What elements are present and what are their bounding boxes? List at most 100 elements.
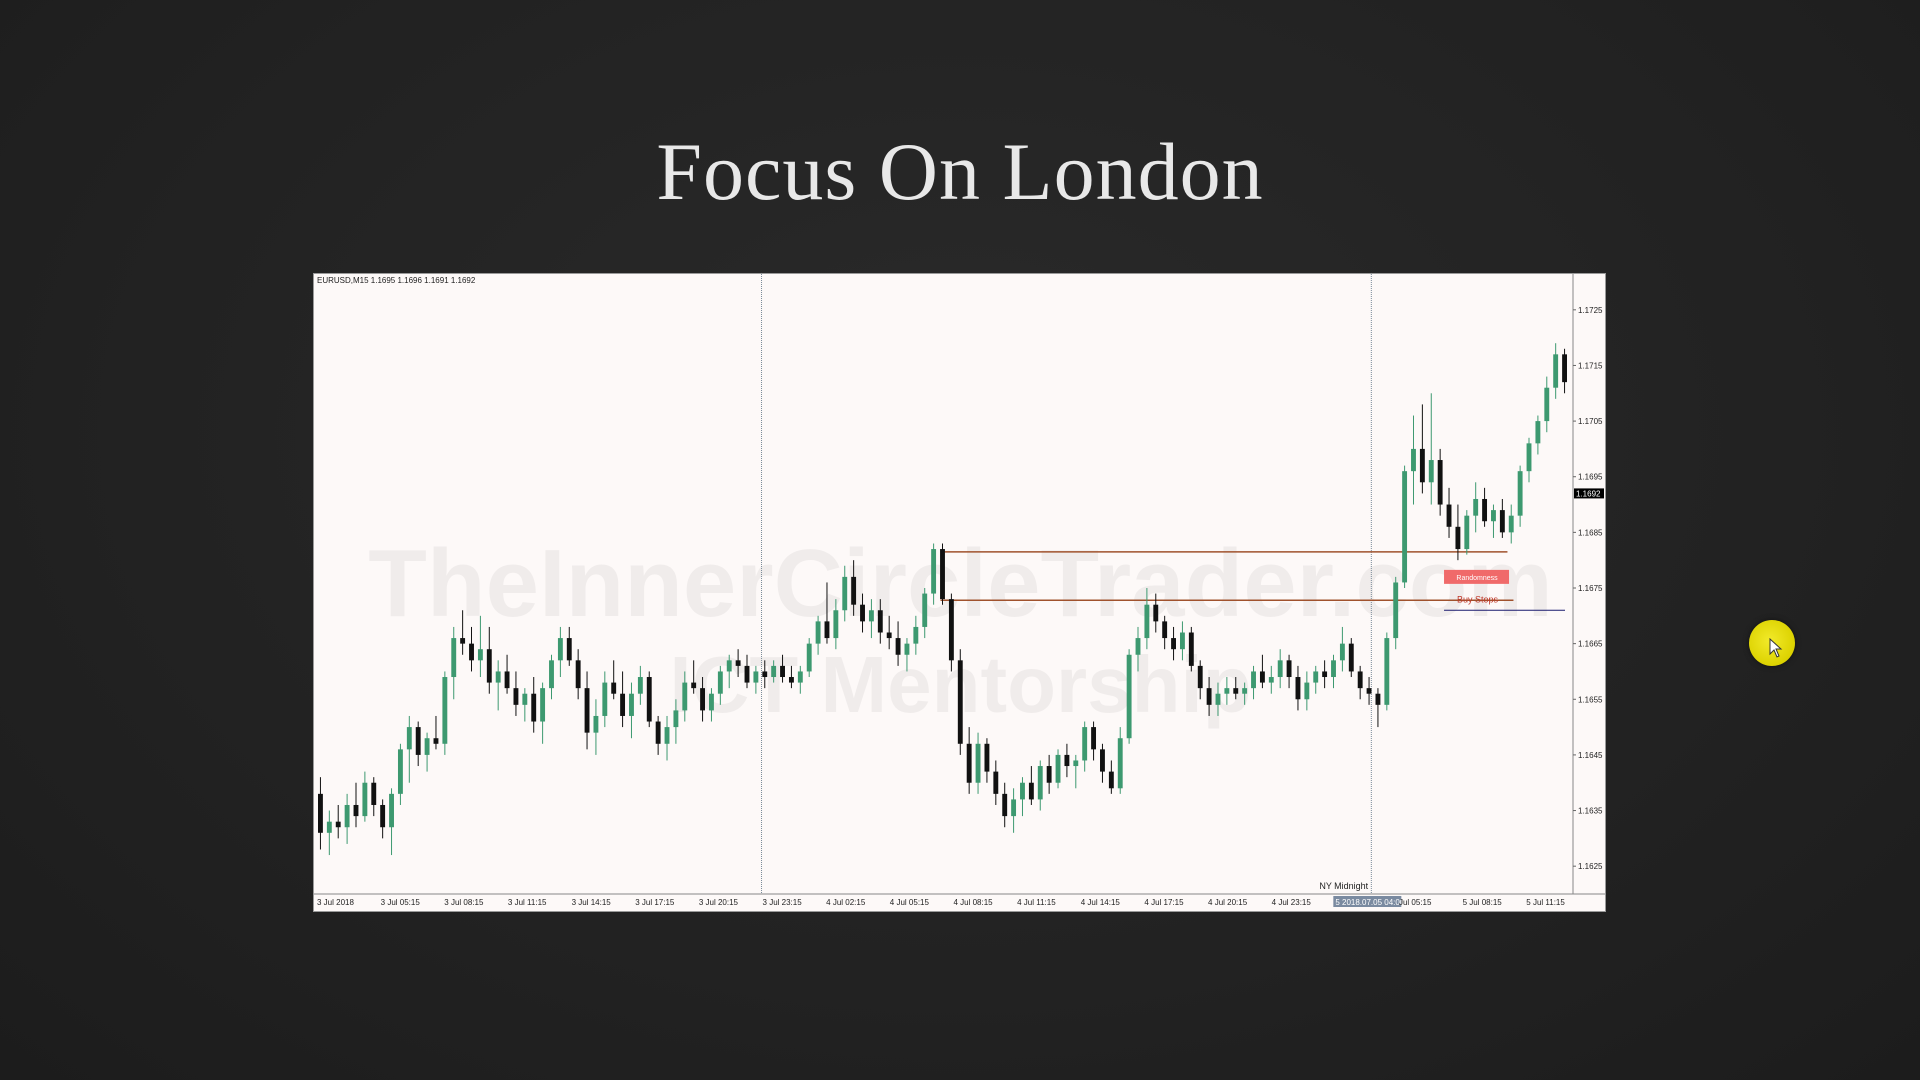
x-tick-label: 4 Jul 17:15 <box>1144 898 1184 907</box>
current-price-label: 1.1692 <box>1576 489 1601 498</box>
price-chart[interactable]: 1.1725 1.1715 1.1705 1.1695 1.1685 1.1675 1.16… <box>314 274 1606 912</box>
bullish-candle <box>1082 727 1088 761</box>
bearish-candle <box>1091 727 1097 750</box>
bearish-candle <box>1188 632 1194 666</box>
bearish-candle <box>1322 671 1328 678</box>
bullish-candle <box>1384 638 1390 705</box>
bearish-candle <box>1499 510 1505 533</box>
bearish-candle <box>469 643 474 661</box>
bearish-candle <box>433 738 439 744</box>
x-tick-label: 3 Jul 17:15 <box>635 898 675 907</box>
bullish-candle <box>495 671 501 683</box>
bullish-candle <box>913 626 919 644</box>
bearish-candle <box>948 599 954 661</box>
bearish-candle <box>317 793 323 833</box>
bearish-candle <box>415 727 421 755</box>
bearish-candle <box>1419 448 1425 483</box>
mouse-cursor-highlight <box>1749 620 1795 666</box>
bullish-candle <box>326 821 332 833</box>
bullish-candle <box>1402 471 1408 583</box>
y-tick-label: 1.1665 <box>1578 640 1603 649</box>
bearish-candle <box>735 660 741 666</box>
bearish-candle <box>984 743 990 772</box>
x-tick-label: 3 Jul 2018 <box>317 898 354 907</box>
bearish-candle <box>620 693 626 716</box>
bullish-candle <box>682 682 688 711</box>
bullish-candle <box>1517 471 1523 516</box>
bullish-candle <box>1020 782 1025 800</box>
bearish-candle <box>486 649 492 683</box>
bullish-candle <box>389 793 394 828</box>
bullish-candle <box>1073 760 1079 767</box>
bearish-candle <box>504 671 510 689</box>
x-tick-label: 5 2018.07.05 04:00 <box>1335 898 1405 907</box>
bullish-candle <box>1473 498 1479 516</box>
x-tick-label: 5 Jul 08:15 <box>1463 898 1503 907</box>
randomness-box <box>1444 569 1510 584</box>
bearish-candle <box>1437 460 1443 505</box>
bullish-candle <box>1011 799 1017 817</box>
bearish-candle <box>1366 688 1372 694</box>
bearish-candle <box>1259 671 1265 683</box>
bullish-candle <box>593 715 599 733</box>
cursor-arrow-icon <box>1769 638 1783 658</box>
x-tick-highlight <box>1333 896 1402 907</box>
bearish-candle <box>1446 504 1452 527</box>
ny-midnight-label: NY Midnight <box>1319 881 1368 891</box>
bullish-candle <box>1411 448 1416 472</box>
bearish-candle <box>1206 688 1212 705</box>
bearish-candle <box>1197 665 1203 689</box>
y-tick-label: 1.1725 <box>1578 306 1603 315</box>
y-tick-label: 1.1705 <box>1578 417 1603 426</box>
bullish-candle <box>797 671 803 683</box>
bullish-candle <box>1464 515 1470 550</box>
bullish-candle <box>602 682 608 716</box>
bullish-candle <box>406 727 412 750</box>
bullish-candle <box>540 688 546 722</box>
bearish-candle <box>788 677 794 683</box>
bullish-candle <box>1304 682 1310 700</box>
bullish-candle <box>664 727 670 744</box>
bearish-candle <box>611 682 617 694</box>
bullish-candle <box>424 738 430 755</box>
y-tick-label: 1.1635 <box>1578 807 1603 816</box>
bullish-candle <box>522 693 528 705</box>
bearish-candle <box>513 688 519 705</box>
x-tick-label: 4 Jul 11:15 <box>1017 898 1056 907</box>
bearish-candle <box>691 682 697 689</box>
bearish-candle <box>1028 782 1034 800</box>
bullish-candle <box>1393 582 1399 639</box>
x-tick-label: Jul 05:15 <box>1399 898 1432 907</box>
bullish-candle <box>477 649 483 661</box>
bearish-candle <box>1357 671 1363 689</box>
bearish-candle <box>1162 621 1168 639</box>
bullish-candle <box>1313 671 1319 683</box>
bullish-candle <box>1553 354 1559 388</box>
randomness-label: Randomness <box>1456 575 1498 582</box>
bearish-candle <box>584 688 590 733</box>
bullish-candle <box>442 677 448 744</box>
bullish-candle <box>1224 688 1230 694</box>
x-tick-label: 3 Jul 08:15 <box>444 898 484 907</box>
x-tick-label: 3 Jul 20:15 <box>699 898 739 907</box>
bullish-candle <box>1526 443 1532 472</box>
bearish-candle <box>762 671 768 678</box>
bullish-candle <box>1544 387 1550 422</box>
y-tick-label: 1.1695 <box>1578 473 1603 482</box>
x-tick-label: 3 Jul 23:15 <box>763 898 803 907</box>
bullish-candle <box>1339 643 1345 661</box>
bullish-candle <box>771 665 777 678</box>
bearish-candle <box>957 660 963 744</box>
bearish-candle <box>646 677 652 722</box>
bearish-candle <box>966 743 972 783</box>
bearish-candle <box>940 549 945 600</box>
bearish-candle <box>371 782 377 805</box>
bullish-candle <box>726 660 732 672</box>
bearish-candle <box>575 660 581 689</box>
bearish-candle <box>566 638 572 661</box>
x-tick-label: 4 Jul 23:15 <box>1272 898 1312 907</box>
bullish-candle <box>1144 604 1150 639</box>
bullish-candle <box>1055 754 1061 783</box>
bearish-candle <box>1455 526 1461 550</box>
y-tick-label: 1.1715 <box>1578 361 1603 370</box>
